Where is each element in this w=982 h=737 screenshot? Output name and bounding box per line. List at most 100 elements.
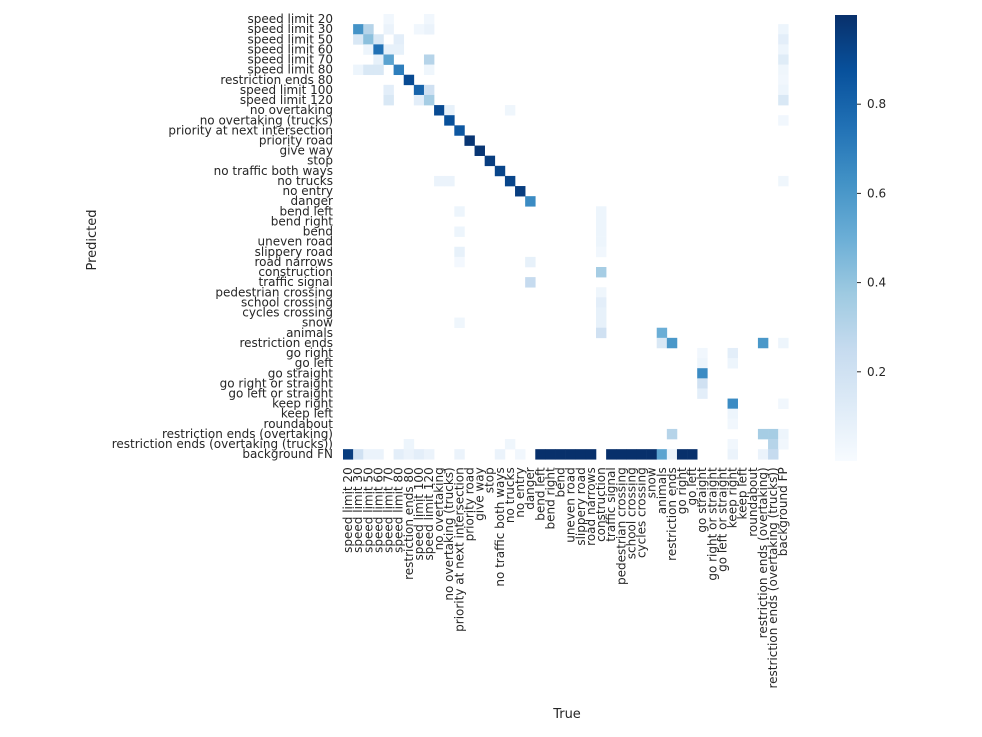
x-tick-label: road narrows [584,467,598,546]
heatmap-cell [444,115,455,126]
y-tick-label: speed limit 30 [247,22,333,36]
heatmap-cell [353,34,364,45]
x-tick-label: go straight [695,467,709,533]
heatmap-cell [596,327,607,339]
x-tick-label: go right [675,467,689,514]
y-tick-label: restriction ends 80 [220,73,333,87]
heatmap-cell [504,439,516,450]
x-axis-title: True [552,707,581,722]
x-tick-label: go right or straight [705,467,719,581]
x-tick-label: speed limit 30 [351,467,365,553]
heatmap-cell [555,449,566,460]
heatmap-cell [383,14,394,25]
heatmap-cell [373,54,384,65]
heatmap-cell [393,34,405,45]
heatmap-cell [413,449,425,460]
x-tick-label: snow [645,467,659,498]
x-tick-label: bend left [533,467,547,521]
heatmap-cell [757,337,769,349]
heatmap-cell [363,64,374,76]
x-tick-label: no trucks [503,467,517,523]
y-tick-label: school crossing [241,295,333,309]
heatmap-cell [778,115,789,126]
heatmap-cell [778,24,789,35]
heatmap-cell [393,44,405,55]
heatmap-cell [778,175,789,187]
heatmap-cell [454,125,465,136]
x-tick-label: speed limit 20 [341,467,355,553]
heatmap-cell [596,216,607,227]
y-tick-label: stop [307,154,333,168]
heatmap-cell [464,135,475,146]
x-tick-label: no overtaking [432,467,446,550]
y-tick-label: speed limit 100 [240,83,333,97]
x-tick-label: pedestrian crossing [614,467,628,585]
heatmap-cell [596,206,607,217]
heatmap-cell [778,428,789,440]
heatmap-cell [646,449,658,460]
x-tick-label: restriction ends 80 [402,467,416,580]
x-tick-label: restriction ends [665,467,679,561]
y-tick-label: no overtaking (trucks) [200,113,333,127]
colorbar: 0.2 0.4 0.6 0.8 [835,15,886,461]
y-tick-label: restriction ends (overtaking) [162,427,333,441]
heatmap-cell [596,297,607,308]
heatmap-cell [778,337,789,349]
y-tick-label: speed limit 50 [247,32,333,46]
x-tick-label: danger [523,467,537,510]
x-tick-label: bend [554,467,568,497]
y-tick-label: bend right [271,214,334,228]
colorbar-tick-label: 0.6 [867,186,886,200]
x-tick-label: traffic signal [604,467,618,542]
y-tick-label: no traffic both ways [214,164,333,178]
x-tick-label: speed limit 70 [382,467,396,553]
heatmap-cell [778,84,789,96]
heatmap-cell [444,175,455,187]
y-tick-label: pedestrian crossing [215,285,333,299]
x-tick-label: no entry [513,467,527,518]
heatmap-cell [525,277,536,288]
heatmap-cell [525,196,536,207]
y-tick-label: bend [303,225,333,239]
y-tick-label: speed limit 70 [247,53,333,67]
colorbar-tick-label: 0.4 [867,276,886,290]
x-tick-label: restriction ends (overtaking (trucks)) [766,467,780,688]
heatmap-cell [423,64,435,76]
heatmap-cell [666,428,678,440]
y-tick-label: animals [286,326,333,340]
heatmap-cell [413,94,425,106]
y-tick-label: give way [279,144,333,158]
heatmap-cell [727,418,738,430]
heatmap-cell [373,44,384,55]
heatmap-cell [656,449,668,460]
heatmap-cell [778,64,789,76]
heatmap-cell [343,449,354,460]
heatmap-cell [434,175,445,187]
y-tick-label: roundabout [264,417,334,431]
x-tick-label: go left or straight [716,467,730,572]
heatmap-cell [626,449,637,460]
heatmap-cell [383,24,394,35]
heatmap-cell [778,439,789,450]
x-tick-label: stop [483,467,497,493]
y-tick-label: go left or straight [228,387,333,401]
heatmap-cell [353,449,364,460]
heatmap-cell [727,408,738,420]
y-tick-label: go straight [268,366,334,380]
y-tick-label: priority road [259,134,333,148]
heatmap-cell [454,317,465,329]
heatmap-cell [656,337,668,349]
heatmap-cell [778,54,789,65]
heatmap-cell [666,337,678,349]
heatmap-cell [454,256,465,268]
heatmap-cell [757,449,769,460]
y-tick-label: danger [290,194,333,208]
heatmap-cell [727,358,738,369]
heatmap-cell [596,287,607,298]
colorbar-tick-label: 0.2 [867,365,886,379]
x-tick-label: slippery road [574,467,588,545]
x-tick-label: priority road [463,467,477,541]
